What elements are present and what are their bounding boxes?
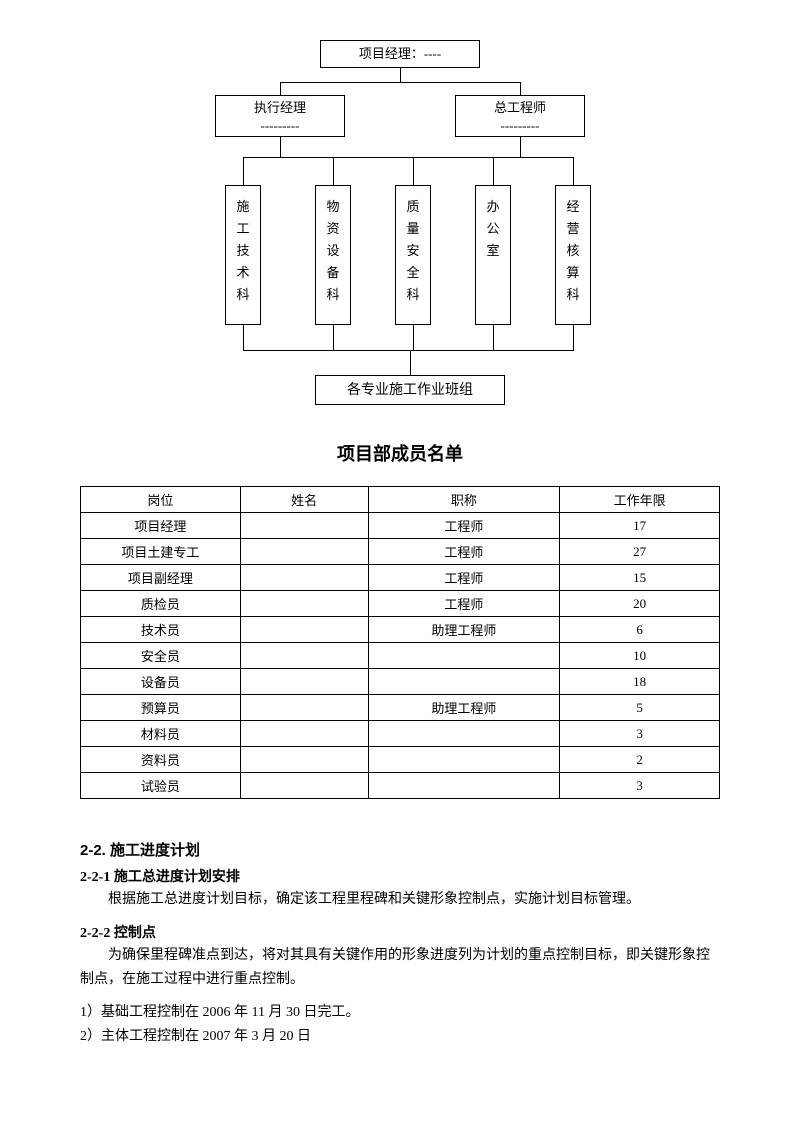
table-cell: 助理工程师 xyxy=(368,617,560,643)
table-cell: 项目经理 xyxy=(81,513,241,539)
table-cell: 试验员 xyxy=(81,773,241,799)
table-cell xyxy=(240,539,368,565)
table-cell: 6 xyxy=(560,617,720,643)
node-bottom: 各专业施工作业班组 xyxy=(315,375,505,405)
table-cell xyxy=(240,591,368,617)
th-name: 姓名 xyxy=(240,487,368,513)
table-cell: 技术员 xyxy=(81,617,241,643)
member-list-title: 项目部成员名单 xyxy=(80,440,720,466)
table-header-row: 岗位 姓名 职称 工作年限 xyxy=(81,487,720,513)
table-cell: 质检员 xyxy=(81,591,241,617)
table-row: 项目经理 工程师17 xyxy=(81,513,720,539)
table-cell xyxy=(368,643,560,669)
node-chief-eng: 总工程师 --------- xyxy=(455,95,585,137)
table-cell: 助理工程师 xyxy=(368,695,560,721)
table-cell: 项目副经理 xyxy=(81,565,241,591)
table-cell: 3 xyxy=(560,721,720,747)
table-cell xyxy=(240,565,368,591)
table-cell xyxy=(240,747,368,773)
table-cell: 设备员 xyxy=(81,669,241,695)
dept-1-c1: 施 xyxy=(236,196,250,218)
table-cell xyxy=(240,695,368,721)
table-row: 安全员 10 xyxy=(81,643,720,669)
section-2-2-2: 2-2-2 控制点 xyxy=(80,922,720,942)
table-cell xyxy=(240,513,368,539)
table-cell xyxy=(368,669,560,695)
dept-2: 物资设备科 xyxy=(315,185,351,325)
exec-mgr-title: 执行经理 xyxy=(216,99,344,117)
table-cell: 材料员 xyxy=(81,721,241,747)
table-row: 试验员 3 xyxy=(81,773,720,799)
table-cell: 3 xyxy=(560,773,720,799)
node-exec-mgr: 执行经理 --------- xyxy=(215,95,345,137)
table-row: 项目副经理 工程师15 xyxy=(81,565,720,591)
table-cell: 安全员 xyxy=(81,643,241,669)
para-2-2-2: 为确保里程碑准点到达，将对其具有关键作用的形象进度列为计划的重点控制目标，即关键… xyxy=(80,944,720,992)
table-cell xyxy=(368,747,560,773)
section-2-2: 2-2. 施工进度计划 xyxy=(80,839,720,860)
table-cell: 18 xyxy=(560,669,720,695)
table-cell xyxy=(240,669,368,695)
table-cell: 5 xyxy=(560,695,720,721)
th-years: 工作年限 xyxy=(560,487,720,513)
th-title: 职称 xyxy=(368,487,560,513)
para-2-2-1: 根据施工总进度计划目标，确定该工程里程碑和关键形象控制点，实施计划目标管理。 xyxy=(80,888,720,912)
table-cell: 预算员 xyxy=(81,695,241,721)
table-cell: 项目土建专工 xyxy=(81,539,241,565)
dept-4: 办公室 xyxy=(475,185,511,325)
table-cell xyxy=(368,721,560,747)
table-row: 质检员 工程师20 xyxy=(81,591,720,617)
section-2-2-1: 2-2-1 施工总进度计划安排 xyxy=(80,866,720,886)
dept-5: 经营核算科 xyxy=(555,185,591,325)
table-cell: 17 xyxy=(560,513,720,539)
chief-eng-title: 总工程师 xyxy=(456,99,584,117)
table-cell: 2 xyxy=(560,747,720,773)
table-row: 设备员 18 xyxy=(81,669,720,695)
table-cell: 工程师 xyxy=(368,513,560,539)
item-2-2-2-1: 1）基础工程控制在 2006 年 11 月 30 日完工。 xyxy=(80,1001,720,1025)
table-row: 预算员 助理工程师5 xyxy=(81,695,720,721)
dept-1: 施工技术科 xyxy=(225,185,261,325)
table-cell xyxy=(240,643,368,669)
table-cell: 工程师 xyxy=(368,565,560,591)
exec-mgr-name: --------- xyxy=(216,117,344,135)
table-cell: 27 xyxy=(560,539,720,565)
table-row: 项目土建专工 工程师27 xyxy=(81,539,720,565)
table-cell: 15 xyxy=(560,565,720,591)
chief-eng-name: --------- xyxy=(456,117,584,135)
table-cell xyxy=(240,721,368,747)
table-cell: 工程师 xyxy=(368,591,560,617)
table-cell xyxy=(240,773,368,799)
table-cell: 10 xyxy=(560,643,720,669)
org-chart: 项目经理：---- 执行经理 --------- 总工程师 --------- … xyxy=(150,40,650,430)
node-top: 项目经理：---- xyxy=(320,40,480,68)
member-table: 岗位 姓名 职称 工作年限 项目经理工程师17项目土建专工工程师27项目副经理工… xyxy=(80,486,720,799)
table-cell xyxy=(240,617,368,643)
dept-3: 质量安全科 xyxy=(395,185,431,325)
table-cell: 资料员 xyxy=(81,747,241,773)
table-cell xyxy=(368,773,560,799)
table-cell: 20 xyxy=(560,591,720,617)
table-row: 资料员 2 xyxy=(81,747,720,773)
th-position: 岗位 xyxy=(81,487,241,513)
table-row: 材料员 3 xyxy=(81,721,720,747)
item-2-2-2-2: 2）主体工程控制在 2007 年 3 月 20 日 xyxy=(80,1025,720,1049)
table-row: 技术员 助理工程师6 xyxy=(81,617,720,643)
table-cell: 工程师 xyxy=(368,539,560,565)
